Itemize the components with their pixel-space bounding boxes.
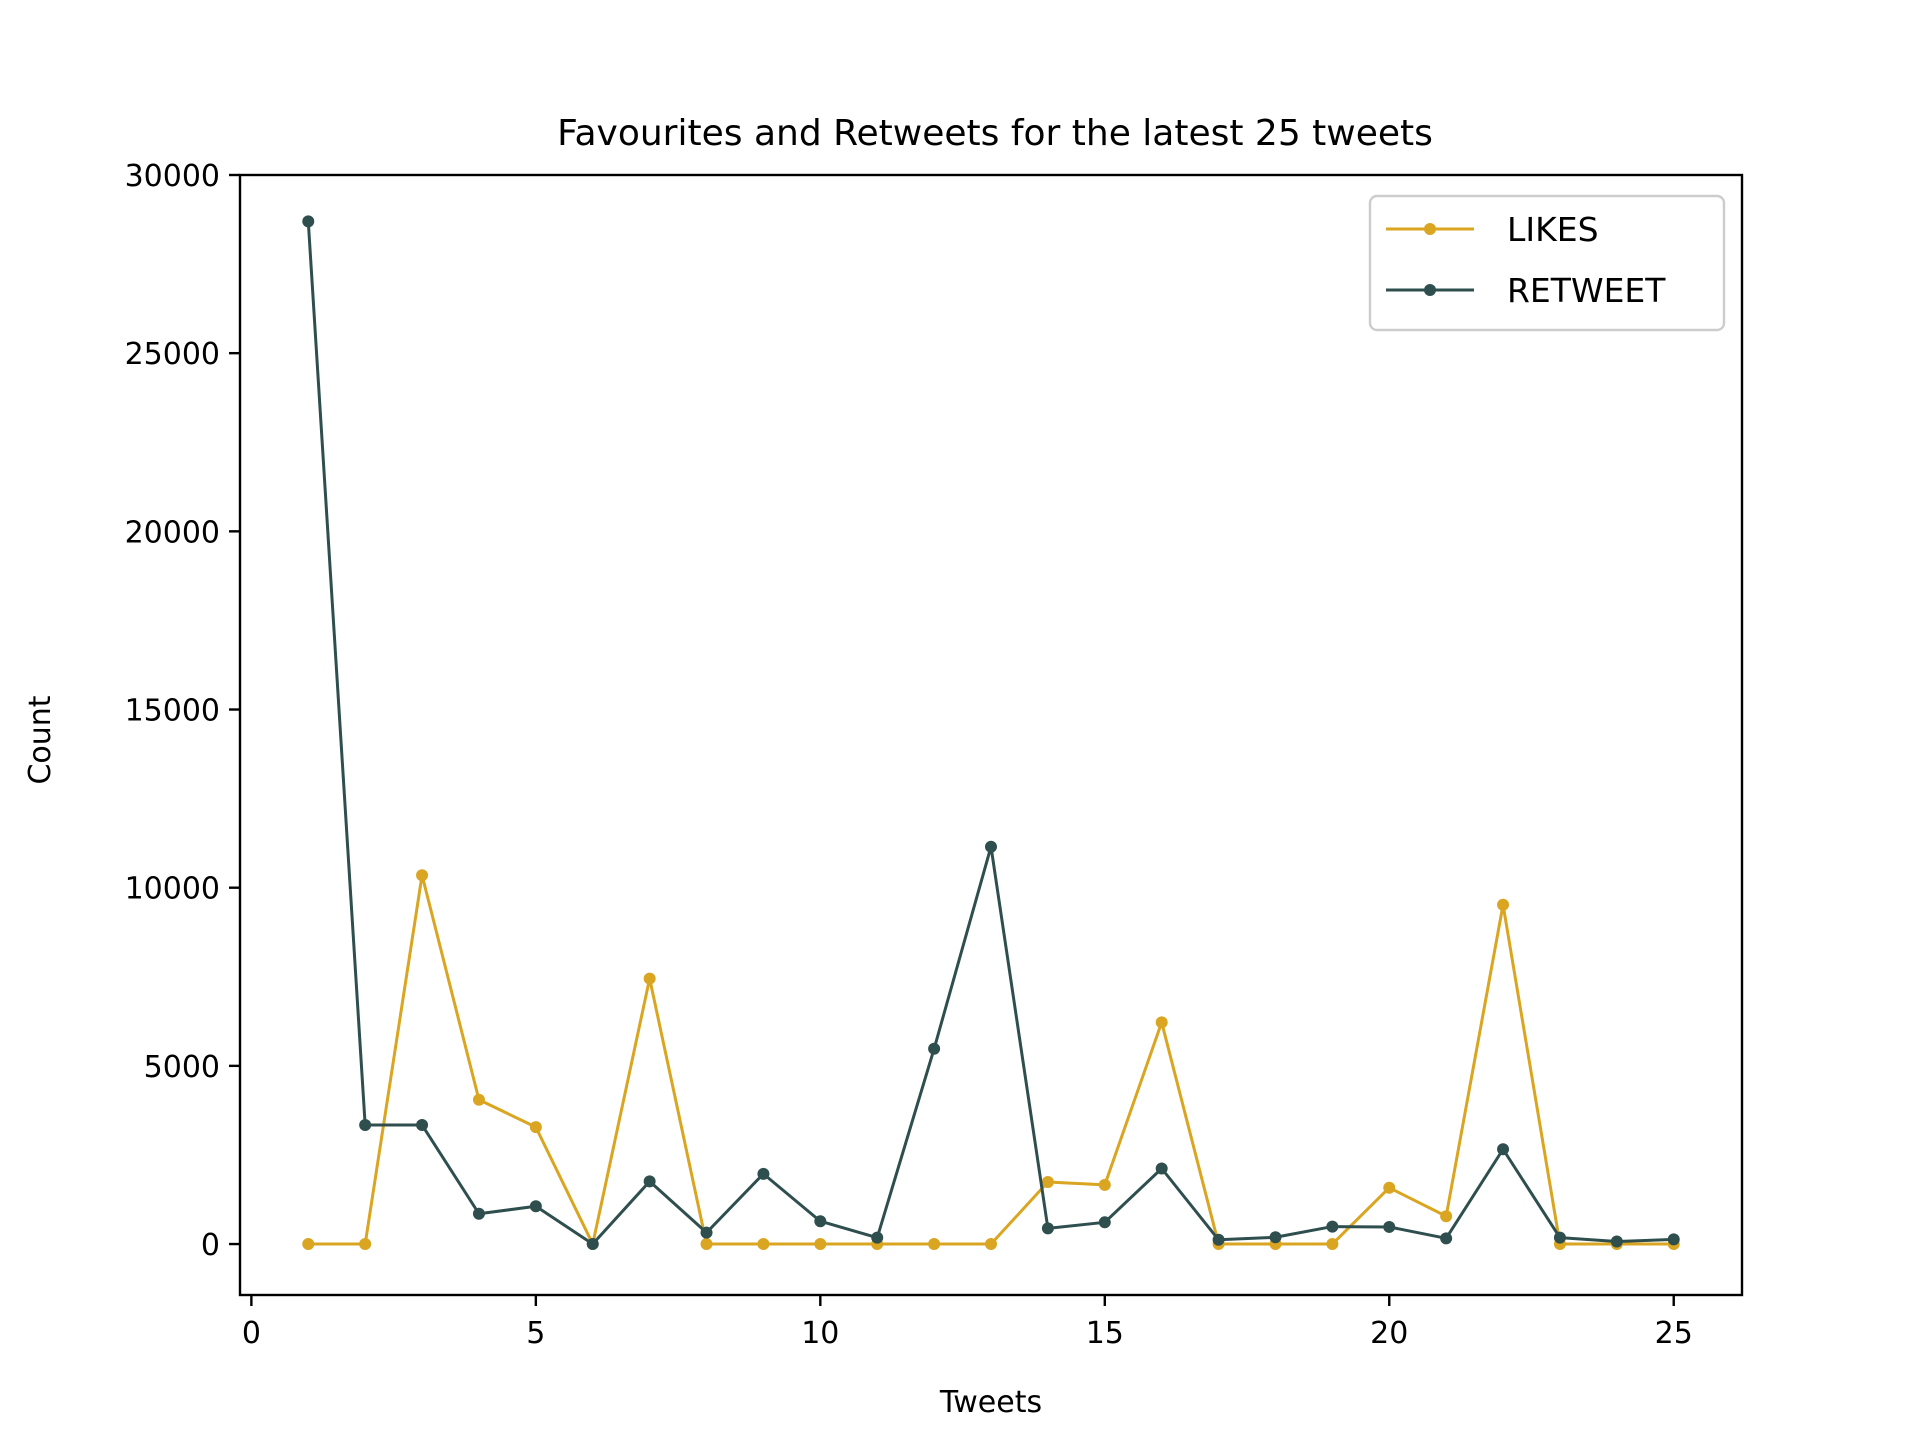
data-point-retweet bbox=[416, 1119, 429, 1132]
y-tick-label: 25000 bbox=[125, 337, 220, 372]
data-point-likes bbox=[302, 1238, 315, 1251]
series-retweet bbox=[302, 215, 1680, 1251]
data-point-retweet bbox=[871, 1231, 884, 1244]
data-point-retweet bbox=[1041, 1222, 1054, 1235]
data-point-retweet bbox=[1383, 1220, 1396, 1233]
data-point-likes bbox=[985, 1238, 997, 1251]
data-point-likes bbox=[643, 972, 656, 985]
data-point-retweet bbox=[1610, 1235, 1623, 1248]
data-point-retweet bbox=[814, 1215, 827, 1228]
y-tick-label: 15000 bbox=[125, 694, 220, 729]
y-axis-ticks: 0 5000 10000 15000 20000 25000 30000 bbox=[125, 159, 240, 1263]
series-layer bbox=[302, 215, 1680, 1251]
x-tick-label: 10 bbox=[801, 1316, 839, 1351]
legend-retweet-marker bbox=[1424, 284, 1436, 296]
data-point-likes bbox=[359, 1238, 372, 1251]
data-point-likes bbox=[1497, 898, 1510, 911]
data-point-retweet bbox=[1155, 1162, 1168, 1175]
y-tick-label: 30000 bbox=[125, 159, 220, 194]
x-axis-ticks: 0 5 10 15 20 25 bbox=[242, 1295, 1693, 1351]
data-point-likes bbox=[814, 1238, 827, 1251]
x-tick-label: 20 bbox=[1370, 1316, 1408, 1351]
data-point-likes bbox=[1383, 1181, 1396, 1194]
legend-label-likes: LIKES bbox=[1507, 210, 1599, 249]
x-tick-label: 5 bbox=[526, 1316, 545, 1351]
data-point-likes bbox=[757, 1238, 770, 1251]
data-point-likes bbox=[1041, 1176, 1054, 1189]
data-point-retweet bbox=[985, 840, 997, 853]
data-point-retweet bbox=[1497, 1143, 1510, 1156]
data-point-retweet bbox=[529, 1200, 542, 1213]
x-tick-label: 15 bbox=[1086, 1316, 1124, 1351]
data-point-likes bbox=[1440, 1210, 1453, 1223]
data-point-retweet bbox=[1269, 1231, 1282, 1244]
data-point-retweet bbox=[757, 1167, 770, 1180]
data-point-likes bbox=[1326, 1238, 1339, 1251]
data-point-likes bbox=[529, 1121, 542, 1134]
data-point-likes bbox=[472, 1093, 485, 1106]
data-point-retweet bbox=[472, 1207, 485, 1220]
x-tick-label: 25 bbox=[1655, 1316, 1693, 1351]
data-point-likes bbox=[928, 1238, 941, 1251]
data-point-retweet bbox=[1326, 1220, 1339, 1233]
data-point-likes bbox=[1098, 1178, 1111, 1191]
chart-title: Favourites and Retweets for the latest 2… bbox=[557, 113, 1433, 154]
y-tick-label: 10000 bbox=[125, 872, 220, 907]
data-point-likes bbox=[1155, 1016, 1168, 1029]
data-point-retweet bbox=[359, 1119, 372, 1132]
data-point-retweet bbox=[928, 1042, 941, 1055]
data-point-retweet bbox=[1667, 1233, 1680, 1246]
data-point-retweet bbox=[1098, 1216, 1111, 1229]
data-point-retweet bbox=[1212, 1233, 1225, 1246]
x-axis-label: Tweets bbox=[939, 1385, 1042, 1420]
x-tick-label: 0 bbox=[242, 1316, 261, 1351]
legend-likes-marker bbox=[1424, 223, 1436, 235]
legend: LIKES RETWEET bbox=[1368, 194, 1726, 332]
y-tick-label: 20000 bbox=[125, 515, 220, 550]
legend-label-retweet: RETWEET bbox=[1507, 271, 1666, 310]
data-point-likes bbox=[416, 869, 429, 882]
data-point-retweet bbox=[1553, 1231, 1566, 1244]
y-axis-label: Count bbox=[23, 695, 58, 784]
data-point-retweet bbox=[643, 1175, 656, 1188]
plot-frame bbox=[238, 173, 1744, 1297]
y-tick-label: 5000 bbox=[144, 1050, 220, 1085]
y-tick-label: 0 bbox=[201, 1228, 220, 1263]
data-point-retweet bbox=[700, 1226, 713, 1239]
data-point-likes bbox=[700, 1238, 713, 1251]
data-point-retweet bbox=[1440, 1232, 1453, 1245]
data-point-retweet bbox=[586, 1238, 599, 1251]
data-point-retweet bbox=[302, 215, 315, 228]
